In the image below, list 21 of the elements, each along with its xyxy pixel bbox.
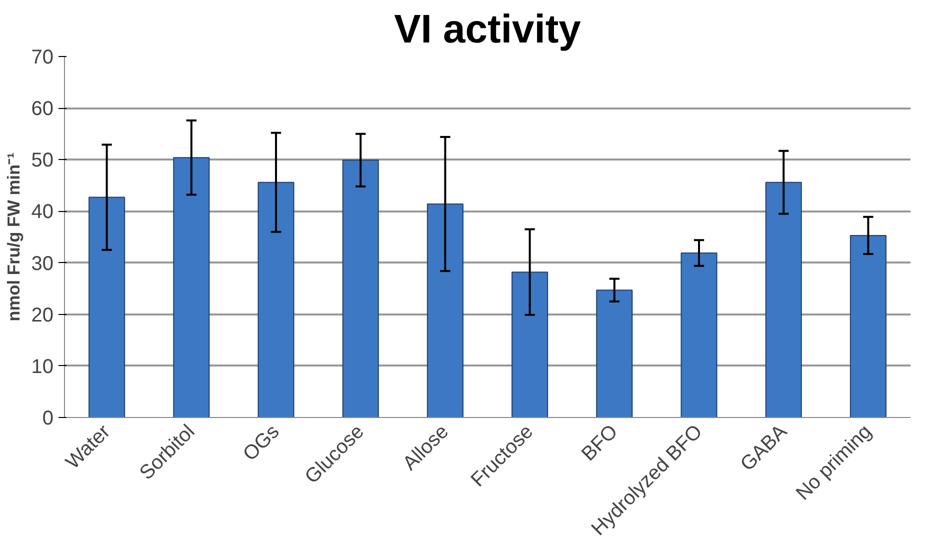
y-tick-label: 70 (31, 46, 54, 68)
bar (173, 157, 210, 418)
bar (680, 252, 718, 418)
y-tick-label: 60 (31, 98, 54, 120)
y-axis-title: nmol Fru/g FW min⁻¹ (3, 152, 24, 322)
bar (512, 272, 548, 418)
y-tick-label: 0 (42, 408, 54, 430)
y-tick-label: 50 (31, 150, 54, 172)
y-tick-label: 10 (31, 356, 54, 378)
y-tick-label: 40 (31, 201, 54, 224)
bar (342, 160, 379, 418)
bar (765, 182, 802, 418)
y-tick-label: 20 (31, 304, 54, 326)
bar (88, 196, 126, 418)
bar (426, 203, 464, 418)
y-tick-label: 30 (31, 252, 54, 275)
x-tick-label: OGs (239, 420, 284, 466)
bar (850, 234, 886, 418)
chart-title: VI activity (394, 8, 582, 52)
bar (258, 182, 294, 418)
bar (596, 290, 633, 418)
